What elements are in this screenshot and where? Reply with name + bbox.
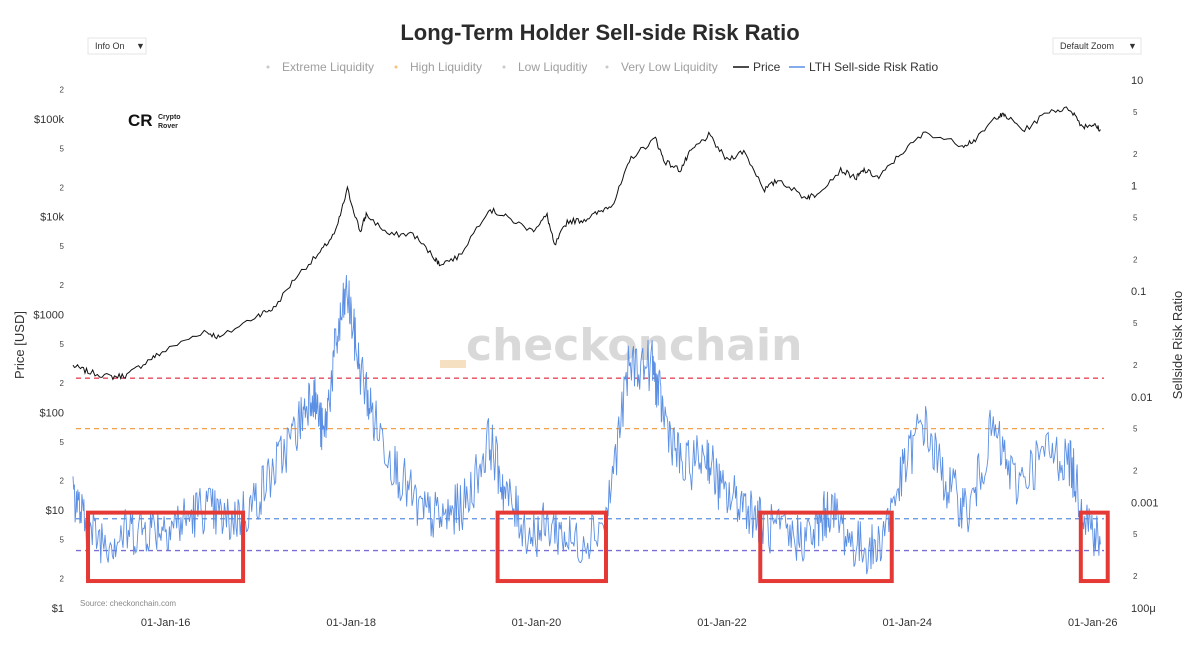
y-right-tick-4: 1 xyxy=(1131,181,1137,193)
y-right-tick-1: 0.001 xyxy=(1131,497,1159,509)
legend-label-1: High Liquidity xyxy=(410,60,482,74)
legend-label-0: Extreme Liquidity xyxy=(282,60,374,74)
y-left-tick-0: $1 xyxy=(52,603,64,615)
x-tick-3: 01-Jan-22 xyxy=(697,617,747,629)
x-tick-5: 01-Jan-26 xyxy=(1068,617,1118,629)
y-right-label: Sellside Risk Ratio xyxy=(1170,291,1185,399)
y-right-tick-0: 100μ xyxy=(1131,603,1156,615)
chevron-down-icon: ▼ xyxy=(1128,41,1137,51)
source-note: Source: checkonchain.com xyxy=(80,599,176,608)
ratio-line xyxy=(72,274,1101,575)
y-right-minor-tick-0: 2 xyxy=(1133,572,1138,581)
y-left-tick-1: $10 xyxy=(46,505,64,517)
ratio-series xyxy=(72,274,1101,575)
y-right-minor-tick-8: 2 xyxy=(1133,150,1138,159)
y-right-tick-5: 10 xyxy=(1131,75,1143,87)
y-right-minor-tick-2: 2 xyxy=(1133,467,1138,476)
threshold-lines xyxy=(76,377,1104,552)
legend-label-5: LTH Sell-side Risk Ratio xyxy=(809,60,938,74)
logo-mark-icon: CR xyxy=(128,111,153,130)
info-toggle-label[interactable]: Info On xyxy=(95,41,125,51)
legend-marker-0 xyxy=(266,65,270,69)
y-left-minor-tick-9: 5 xyxy=(60,144,65,153)
right-axis: 100μ 0.001 0.01 0.1 1 10 2 5 2 5 2 5 2 5 2 5 xyxy=(1131,75,1159,615)
y-left-minor-tick-8: 2 xyxy=(60,183,65,192)
price-line xyxy=(72,106,1101,381)
y-right-minor-tick-3: 5 xyxy=(1133,425,1138,434)
zoom-dropdown[interactable]: Default Zoom ▼ xyxy=(1052,37,1142,55)
highlight-box-2 xyxy=(758,510,894,584)
logo-line1: Crypto xyxy=(158,114,181,121)
x-tick-0: 01-Jan-16 xyxy=(141,617,191,629)
price-series xyxy=(72,106,1101,381)
highlight-box-3 xyxy=(1078,510,1110,584)
y-right-minor-tick-4: 2 xyxy=(1133,361,1138,370)
y-left-minor-tick-1: 5 xyxy=(60,536,65,545)
y-left-minor-tick-10: 2 xyxy=(60,85,65,94)
y-left-tick-2: $100 xyxy=(40,407,64,419)
highlight-boxes xyxy=(86,510,1110,584)
zoom-dropdown-label[interactable]: Default Zoom xyxy=(1060,41,1114,51)
highlight-box-1 xyxy=(495,510,608,584)
y-left-tick-5: $100k xyxy=(34,114,64,126)
legend-marker-1 xyxy=(394,65,398,69)
y-right-tick-3: 0.1 xyxy=(1131,286,1146,298)
highlight-box-0 xyxy=(86,510,246,584)
y-left-label: Price [USD] xyxy=(12,311,27,379)
y-left-minor-tick-2: 2 xyxy=(60,477,65,486)
legend-label-2: Low Liquditiy xyxy=(518,60,587,74)
y-left-tick-3: $1000 xyxy=(33,310,64,322)
x-tick-4: 01-Jan-24 xyxy=(882,617,932,629)
x-tick-1: 01-Jan-18 xyxy=(326,617,376,629)
legend-marker-2 xyxy=(502,65,506,69)
legend-marker-3 xyxy=(605,65,609,69)
info-toggle-box[interactable] xyxy=(87,37,147,55)
left-axis: $1 $10 $100 $1000 $10k $100k 2 5 2 5 2 5 2 5 2 5 2 xyxy=(33,85,64,615)
y-left-minor-tick-0: 2 xyxy=(60,575,65,584)
y-right-minor-tick-5: 5 xyxy=(1133,319,1138,328)
y-right-minor-tick-1: 5 xyxy=(1133,530,1138,539)
legend-label-3: Very Low Liquidity xyxy=(621,60,718,74)
y-left-minor-tick-6: 2 xyxy=(60,281,65,290)
y-right-tick-2: 0.01 xyxy=(1131,392,1152,404)
y-left-minor-tick-7: 5 xyxy=(60,242,65,251)
y-right-minor-tick-6: 2 xyxy=(1133,255,1138,264)
legend: Extreme Liquidity High Liquidity Low Liqud… xyxy=(266,60,938,74)
y-left-minor-tick-3: 5 xyxy=(60,438,65,447)
crypto-rover-logo: CR Crypto Rover xyxy=(128,111,181,130)
y-left-minor-tick-5: 5 xyxy=(60,340,65,349)
info-toggle[interactable]: Info On ▼ xyxy=(87,37,147,55)
y-left-tick-4: $10k xyxy=(40,212,64,224)
watermark-accent xyxy=(440,360,466,368)
logo-line2: Rover xyxy=(158,123,178,130)
zoom-dropdown-box[interactable] xyxy=(1052,37,1142,55)
x-axis: 01-Jan-16 01-Jan-18 01-Jan-20 01-Jan-22 01-J… xyxy=(141,617,1118,629)
legend-label-4: Price xyxy=(753,60,781,74)
y-left-minor-tick-4: 2 xyxy=(60,379,65,388)
x-tick-2: 01-Jan-20 xyxy=(512,617,562,629)
chevron-down-icon: ▼ xyxy=(136,41,145,51)
y-right-minor-tick-9: 5 xyxy=(1133,108,1138,117)
chart-title: Long-Term Holder Sell-side Risk Ratio xyxy=(400,20,799,45)
y-right-minor-tick-7: 5 xyxy=(1133,213,1138,222)
